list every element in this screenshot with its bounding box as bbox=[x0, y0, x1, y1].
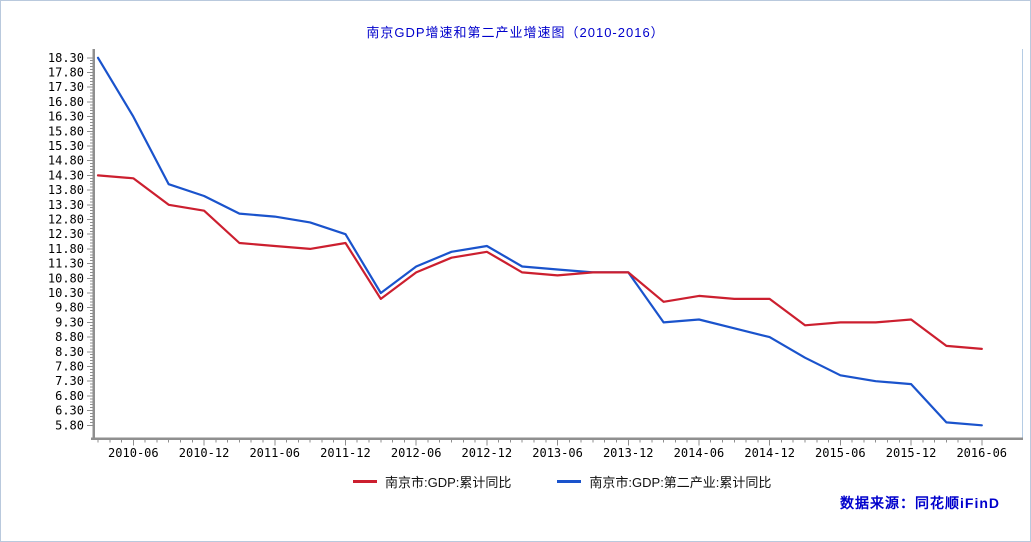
y-tick-label: 18.30 bbox=[48, 51, 84, 65]
chart-title: 南京GDP增速和第二产业增速图（2010-2016） bbox=[366, 25, 665, 40]
y-tick-label: 15.80 bbox=[48, 124, 84, 138]
y-tick-label: 16.30 bbox=[48, 110, 84, 124]
y-tick-label: 8.80 bbox=[55, 330, 84, 344]
legend-label-gdp: 南京市:GDP:累计同比 bbox=[385, 475, 512, 490]
x-tick-label: 2012-12 bbox=[462, 446, 513, 460]
red-line-swatch bbox=[353, 480, 377, 483]
x-tick-label: 2014-06 bbox=[674, 446, 725, 460]
x-tick-label: 2013-12 bbox=[603, 446, 654, 460]
x-tick-label: 2010-12 bbox=[179, 446, 230, 460]
x-tick-label: 2010-06 bbox=[108, 446, 159, 460]
y-tick-label: 12.30 bbox=[48, 227, 84, 241]
y-tick-label: 16.80 bbox=[48, 95, 84, 109]
x-tick-label: 2011-12 bbox=[320, 446, 371, 460]
y-tick-label: 9.30 bbox=[55, 315, 84, 329]
y-tick-label: 11.30 bbox=[48, 257, 84, 271]
series-lines bbox=[96, 56, 983, 427]
legend-item-secondary-industry: 南京市:GDP:第二产业:累计同比 bbox=[557, 472, 771, 491]
y-tick-label: 9.80 bbox=[55, 301, 84, 315]
y-tick-label: 12.80 bbox=[48, 213, 84, 227]
y-tick-label: 13.80 bbox=[48, 183, 84, 197]
x-tick-label: 2012-06 bbox=[391, 446, 442, 460]
x-tick-label: 2014-12 bbox=[744, 446, 795, 460]
x-tick-label: 2011-06 bbox=[249, 446, 300, 460]
y-tick-label: 10.80 bbox=[48, 271, 84, 285]
data-source-label: 数据来源：同花顺iFinD bbox=[840, 495, 1000, 511]
y-tick-label: 6.30 bbox=[55, 404, 84, 418]
y-tick-label: 6.80 bbox=[55, 389, 84, 403]
x-tick-label: 2015-06 bbox=[815, 446, 866, 460]
legend-item-gdp: 南京市:GDP:累计同比 bbox=[353, 472, 511, 491]
y-tick-label: 15.30 bbox=[48, 139, 84, 153]
y-tick-label: 17.80 bbox=[48, 66, 84, 80]
y-tick-label: 7.80 bbox=[55, 360, 84, 374]
y-tick-label: 14.80 bbox=[48, 154, 84, 168]
series-line-gdp bbox=[96, 174, 983, 350]
x-tick-label: 2016-06 bbox=[956, 446, 1007, 460]
legend-label-secondary-industry: 南京市:GDP:第二产业:累计同比 bbox=[589, 475, 772, 490]
y-tick-label: 14.30 bbox=[48, 168, 84, 182]
x-axis: 2010-06 2010-12 2011-06 2011-12 2012-06 2012-… bbox=[91, 437, 1023, 460]
x-tick-label: 2015-12 bbox=[886, 446, 937, 460]
blue-line-swatch bbox=[557, 480, 582, 483]
y-tick-label: 10.30 bbox=[48, 286, 84, 300]
y-tick-label: 17.30 bbox=[48, 80, 84, 94]
y-tick-label: 7.30 bbox=[55, 374, 84, 388]
y-tick-label: 13.30 bbox=[48, 198, 84, 212]
y-tick-label: 8.30 bbox=[55, 345, 84, 359]
chart-legend: 南京市:GDP:累计同比 南京市:GDP:第二产业:累计同比 bbox=[353, 472, 771, 491]
y-axis: 18.3017.8017.3016.8016.3015.8015.3014.80… bbox=[48, 49, 95, 440]
x-tick-label: 2013-06 bbox=[532, 446, 583, 460]
series-line-secondary-industry bbox=[96, 56, 983, 427]
y-tick-label: 11.80 bbox=[48, 242, 84, 256]
y-tick-label: 5.80 bbox=[55, 418, 84, 432]
